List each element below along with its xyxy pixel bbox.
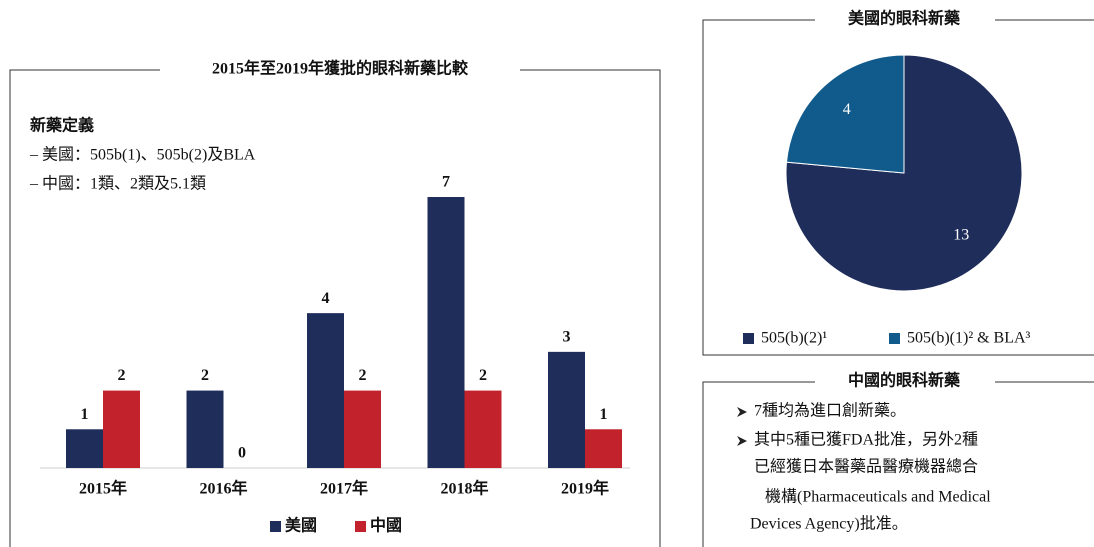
x-tick-label: 2018年 xyxy=(440,479,488,498)
value-label: 3 xyxy=(563,329,571,346)
slice-label: 13 xyxy=(953,226,969,243)
pie-slice xyxy=(785,54,905,174)
legend-swatch xyxy=(355,521,366,532)
bar xyxy=(307,313,344,468)
title-bg xyxy=(815,8,995,32)
value-label: 0 xyxy=(238,445,246,462)
bar xyxy=(344,390,381,468)
bullet-text: Devices Agency)批准。 xyxy=(750,515,908,533)
x-tick-label: 2016年 xyxy=(199,479,247,498)
pie-title: 美國的眼科新藥 xyxy=(848,9,961,28)
value-label: 2 xyxy=(359,367,367,384)
bar-title: 2015年至2019年獲批的眼科新藥比較 xyxy=(212,59,469,78)
annotation: – 中國：1類、2類及5.1類 xyxy=(29,175,206,193)
legend-swatch xyxy=(889,333,900,344)
bullet-text: 7種均為進口創新藥。 xyxy=(754,402,906,420)
bullet-text: 機構(Pharmaceuticals and Medical xyxy=(765,488,991,506)
bar xyxy=(186,390,224,468)
bar xyxy=(548,351,585,468)
bullet-text: 其中5種已獲FDA批准，另外2種 xyxy=(754,431,978,449)
bullet-text: 已經獲日本醫藥品醫療機器總合 xyxy=(754,458,978,476)
value-label: 2 xyxy=(479,367,487,384)
title-bg xyxy=(815,370,995,394)
value-label: 7 xyxy=(442,174,450,191)
bullet-icon xyxy=(737,436,747,446)
bar-panel xyxy=(9,69,661,547)
legend-swatch xyxy=(270,521,281,532)
value-label: 4 xyxy=(322,290,330,307)
x-tick-label: 2017年 xyxy=(320,479,368,498)
slice-label: 4 xyxy=(843,101,851,118)
x-tick-label: 2015年 xyxy=(79,479,127,498)
x-tick-label: 2019年 xyxy=(561,479,609,498)
legend-swatch xyxy=(743,333,754,344)
bullet-icon xyxy=(737,407,747,417)
annotation: – 美國：505b(1)、505b(2)及BLA xyxy=(29,146,256,164)
bar xyxy=(585,429,622,468)
legend-label: 美國 xyxy=(285,516,317,535)
bar xyxy=(464,390,502,468)
pie-slice xyxy=(785,54,1023,292)
bar xyxy=(66,429,103,468)
value-label: 2 xyxy=(118,367,126,384)
annotation: 新藥定義 xyxy=(30,116,94,135)
value-label: 2 xyxy=(201,367,209,384)
panel-title: 中國的眼科新藥 xyxy=(848,371,961,390)
value-label: 1 xyxy=(600,406,608,423)
legend-label: 505(b)(2)¹ xyxy=(761,330,827,347)
title-bg xyxy=(160,58,520,82)
legend-label: 中國 xyxy=(370,516,402,535)
bar xyxy=(427,197,465,468)
legend-label: 505(b)(1)² & BLA³ xyxy=(907,330,1031,347)
value-label: 1 xyxy=(81,406,89,423)
bar xyxy=(103,390,140,468)
